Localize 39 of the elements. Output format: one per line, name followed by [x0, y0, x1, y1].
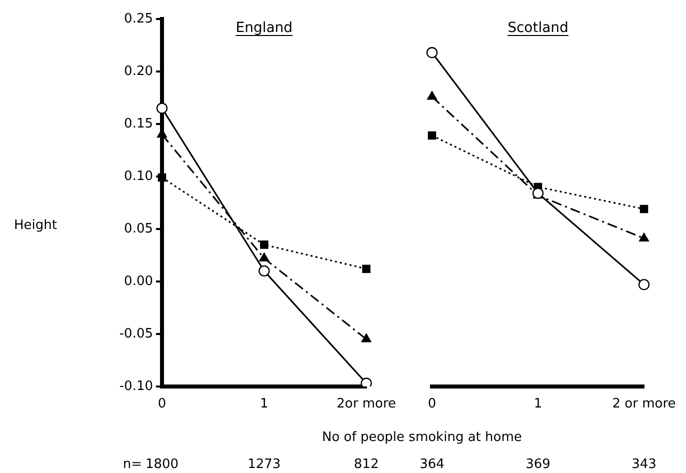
y-axis-title: Height: [14, 218, 57, 233]
point: [426, 46, 438, 58]
point: [362, 264, 370, 273]
text: 1273: [248, 457, 281, 472]
y-tick-label: -0.10: [119, 378, 153, 394]
y-tick-label: 0.00: [124, 274, 153, 289]
point: [259, 252, 270, 262]
point: [638, 278, 650, 290]
point: [360, 378, 372, 386]
text: 364: [420, 457, 444, 472]
y-tick-label: 0.25: [124, 11, 153, 26]
point: [427, 91, 437, 100]
text: 1800: [145, 457, 179, 472]
x-tick-label: 2 or more: [612, 396, 676, 412]
point: [640, 204, 648, 214]
text: 812: [354, 457, 379, 472]
y-tick-label: 0.20: [124, 64, 153, 79]
x-tick-label: 0: [428, 396, 436, 412]
x-tick-label: 0: [158, 396, 166, 412]
point: [361, 334, 372, 342]
chart-title: England: [236, 20, 293, 36]
y-tick-label: 0.05: [124, 221, 153, 236]
x-tick-label: 1: [260, 396, 268, 412]
text: 343: [632, 457, 656, 472]
point: [258, 265, 270, 277]
x-axis-title: No of people smoking at home: [322, 430, 522, 445]
text: n=: [122, 457, 142, 472]
x-tick-label: 2or more: [336, 396, 396, 412]
point: [158, 173, 166, 182]
text: 369: [526, 457, 550, 472]
x-tick-label: 1: [534, 396, 542, 412]
point: [639, 232, 649, 242]
y-tick-label: 0.10: [124, 168, 153, 184]
y-tick-label: -0.05: [119, 326, 153, 342]
chart-title: Scotland: [508, 20, 568, 36]
y-tick-label: 0.15: [124, 116, 153, 132]
point: [156, 102, 168, 114]
point: [260, 240, 268, 249]
point: [428, 131, 436, 140]
